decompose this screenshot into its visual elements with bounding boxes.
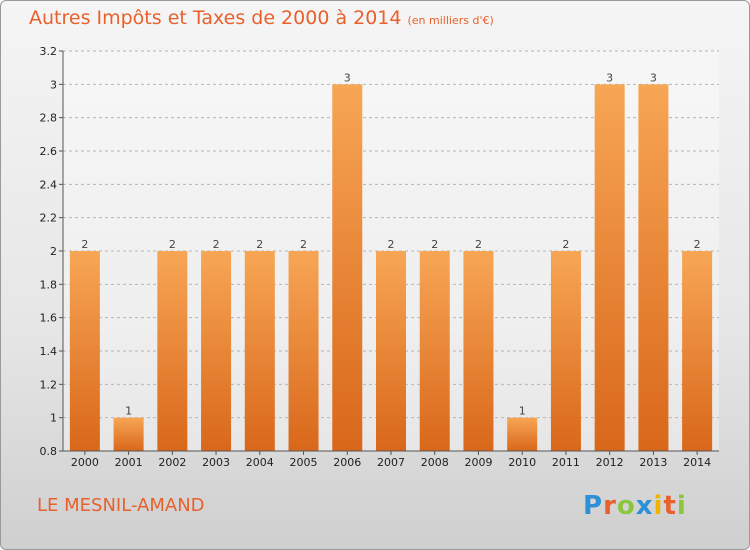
data-label: 3	[344, 71, 351, 84]
bar	[550, 251, 581, 451]
y-tick-label: 3.2	[40, 45, 58, 58]
y-tick-label: 2.4	[40, 178, 58, 191]
bar	[463, 251, 494, 451]
x-tick-label: 2001	[115, 456, 143, 469]
x-tick-label: 2005	[290, 456, 318, 469]
bar	[157, 251, 188, 451]
bar	[244, 251, 275, 451]
x-tick-label: 2006	[333, 456, 361, 469]
y-tick-label: 1.8	[40, 278, 58, 291]
logo-letter: P	[583, 491, 604, 521]
bar	[507, 417, 538, 451]
data-labels: 2 1 2 2 2 2 3 2 2 2 1 2 3 3 2	[81, 71, 700, 417]
x-axis-ticks: 2000 2001 2002 2003 2004 2005 2006 2007 2008 2009…	[71, 451, 711, 469]
x-tick-label: 2008	[421, 456, 449, 469]
x-tick-label: 2014	[683, 456, 711, 469]
bar	[638, 84, 669, 451]
data-label: 2	[213, 238, 220, 251]
bar	[332, 84, 363, 451]
data-label: 2	[694, 238, 701, 251]
bar	[376, 251, 406, 451]
y-tick-label: 1.2	[40, 378, 58, 391]
data-label: 1	[125, 405, 132, 418]
location-label: LE MESNIL-AMAND	[37, 495, 205, 516]
x-tick-label: 2013	[639, 456, 667, 469]
x-tick-label: 2007	[377, 456, 405, 469]
title-text: Autres Impôts et Taxes de 2000 à 2014	[29, 7, 402, 29]
logo-letter: x	[635, 491, 654, 521]
data-label: 3	[650, 71, 657, 84]
bar	[419, 251, 450, 451]
x-tick-label: 2003	[202, 456, 230, 469]
logo-letter: i	[676, 491, 687, 521]
bar	[201, 251, 232, 451]
bar	[288, 251, 319, 451]
y-tick-label: 1.6	[40, 312, 58, 325]
proxiti-logo[interactable]: Proxiti	[583, 491, 687, 521]
x-tick-label: 2011	[552, 456, 580, 469]
bar	[594, 84, 625, 451]
data-label: 2	[300, 238, 307, 251]
data-label: 2	[562, 238, 569, 251]
data-label: 1	[519, 405, 526, 418]
y-tick-label: 3	[50, 78, 57, 91]
y-tick-label: 1.4	[40, 345, 58, 358]
bars	[69, 84, 713, 451]
bar	[682, 251, 713, 451]
logo-letter: t	[663, 491, 677, 521]
data-label: 2	[388, 238, 395, 251]
x-tick-label: 2004	[246, 456, 274, 469]
y-tick-label: 2	[50, 245, 57, 258]
bar	[69, 251, 100, 451]
logo-letter: r	[603, 491, 617, 521]
x-tick-label: 2009	[464, 456, 492, 469]
data-label: 2	[475, 238, 482, 251]
unit-label: (en milliers d'€)	[407, 14, 494, 27]
data-label: 2	[256, 238, 263, 251]
x-tick-label: 2000	[71, 456, 99, 469]
y-tick-label: 2.2	[40, 212, 58, 225]
x-tick-label: 2002	[158, 456, 186, 469]
x-tick-label: 2010	[508, 456, 536, 469]
y-tick-label: 2.8	[40, 112, 58, 125]
chart-title: Autres Impôts et Taxes de 2000 à 2014 (en…	[29, 7, 494, 29]
bar	[113, 417, 144, 451]
y-axis-ticks: 0.8 1 1.2 1.4 1.6 1.8 2 2.2 2.4 2.6 2.8 3 3.2	[40, 45, 63, 458]
data-label: 3	[606, 71, 613, 84]
y-tick-label: 1	[50, 412, 57, 425]
logo-letter: i	[653, 491, 664, 521]
y-tick-label: 2.6	[40, 145, 58, 158]
data-label: 2	[81, 238, 88, 251]
data-label: 2	[169, 238, 176, 251]
x-tick-label: 2012	[596, 456, 624, 469]
logo-letter: o	[616, 491, 636, 521]
y-tick-label: 0.8	[40, 445, 58, 458]
data-label: 2	[431, 238, 438, 251]
